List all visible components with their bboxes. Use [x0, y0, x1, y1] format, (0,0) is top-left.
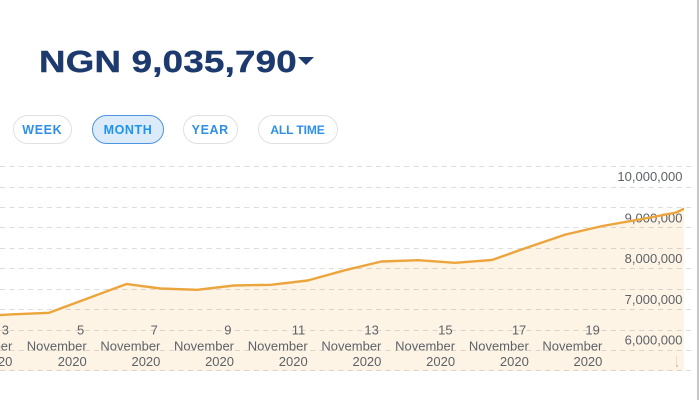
svg-text:9: 9 [224, 323, 231, 338]
svg-text:7: 7 [151, 323, 158, 338]
svg-text:19: 19 [585, 323, 599, 338]
svg-text:10,000,000: 10,000,000 [617, 169, 682, 184]
svg-text:17: 17 [512, 323, 526, 338]
svg-text:2020: 2020 [279, 354, 308, 369]
svg-text:2020: 2020 [500, 354, 529, 369]
svg-text:November: November [100, 339, 161, 354]
svg-text:13: 13 [364, 323, 378, 338]
svg-text:November: November [321, 339, 382, 354]
svg-text:6,000,000: 6,000,000 [625, 333, 683, 348]
svg-text:November: November [0, 339, 13, 354]
svg-text:2020: 2020 [352, 354, 381, 369]
svg-text:2020: 2020 [0, 354, 12, 369]
svg-text:8,000,000: 8,000,000 [625, 251, 683, 266]
svg-text:November: November [469, 339, 530, 354]
svg-text:November: November [174, 339, 235, 354]
svg-text:5: 5 [77, 323, 84, 338]
svg-text:15: 15 [438, 323, 452, 338]
svg-text:2020: 2020 [573, 354, 602, 369]
svg-text:November: November [542, 339, 603, 354]
svg-text:November: November [248, 339, 309, 354]
svg-text:November: November [27, 339, 88, 354]
svg-text:2020: 2020 [131, 354, 160, 369]
svg-text:3: 3 [2, 323, 9, 338]
svg-text:7,000,000: 7,000,000 [625, 292, 683, 307]
svg-text:November: November [395, 339, 456, 354]
svg-text:2020: 2020 [58, 354, 87, 369]
svg-text:2020: 2020 [426, 354, 455, 369]
svg-text:11: 11 [292, 323, 306, 338]
svg-text:2020: 2020 [205, 354, 234, 369]
